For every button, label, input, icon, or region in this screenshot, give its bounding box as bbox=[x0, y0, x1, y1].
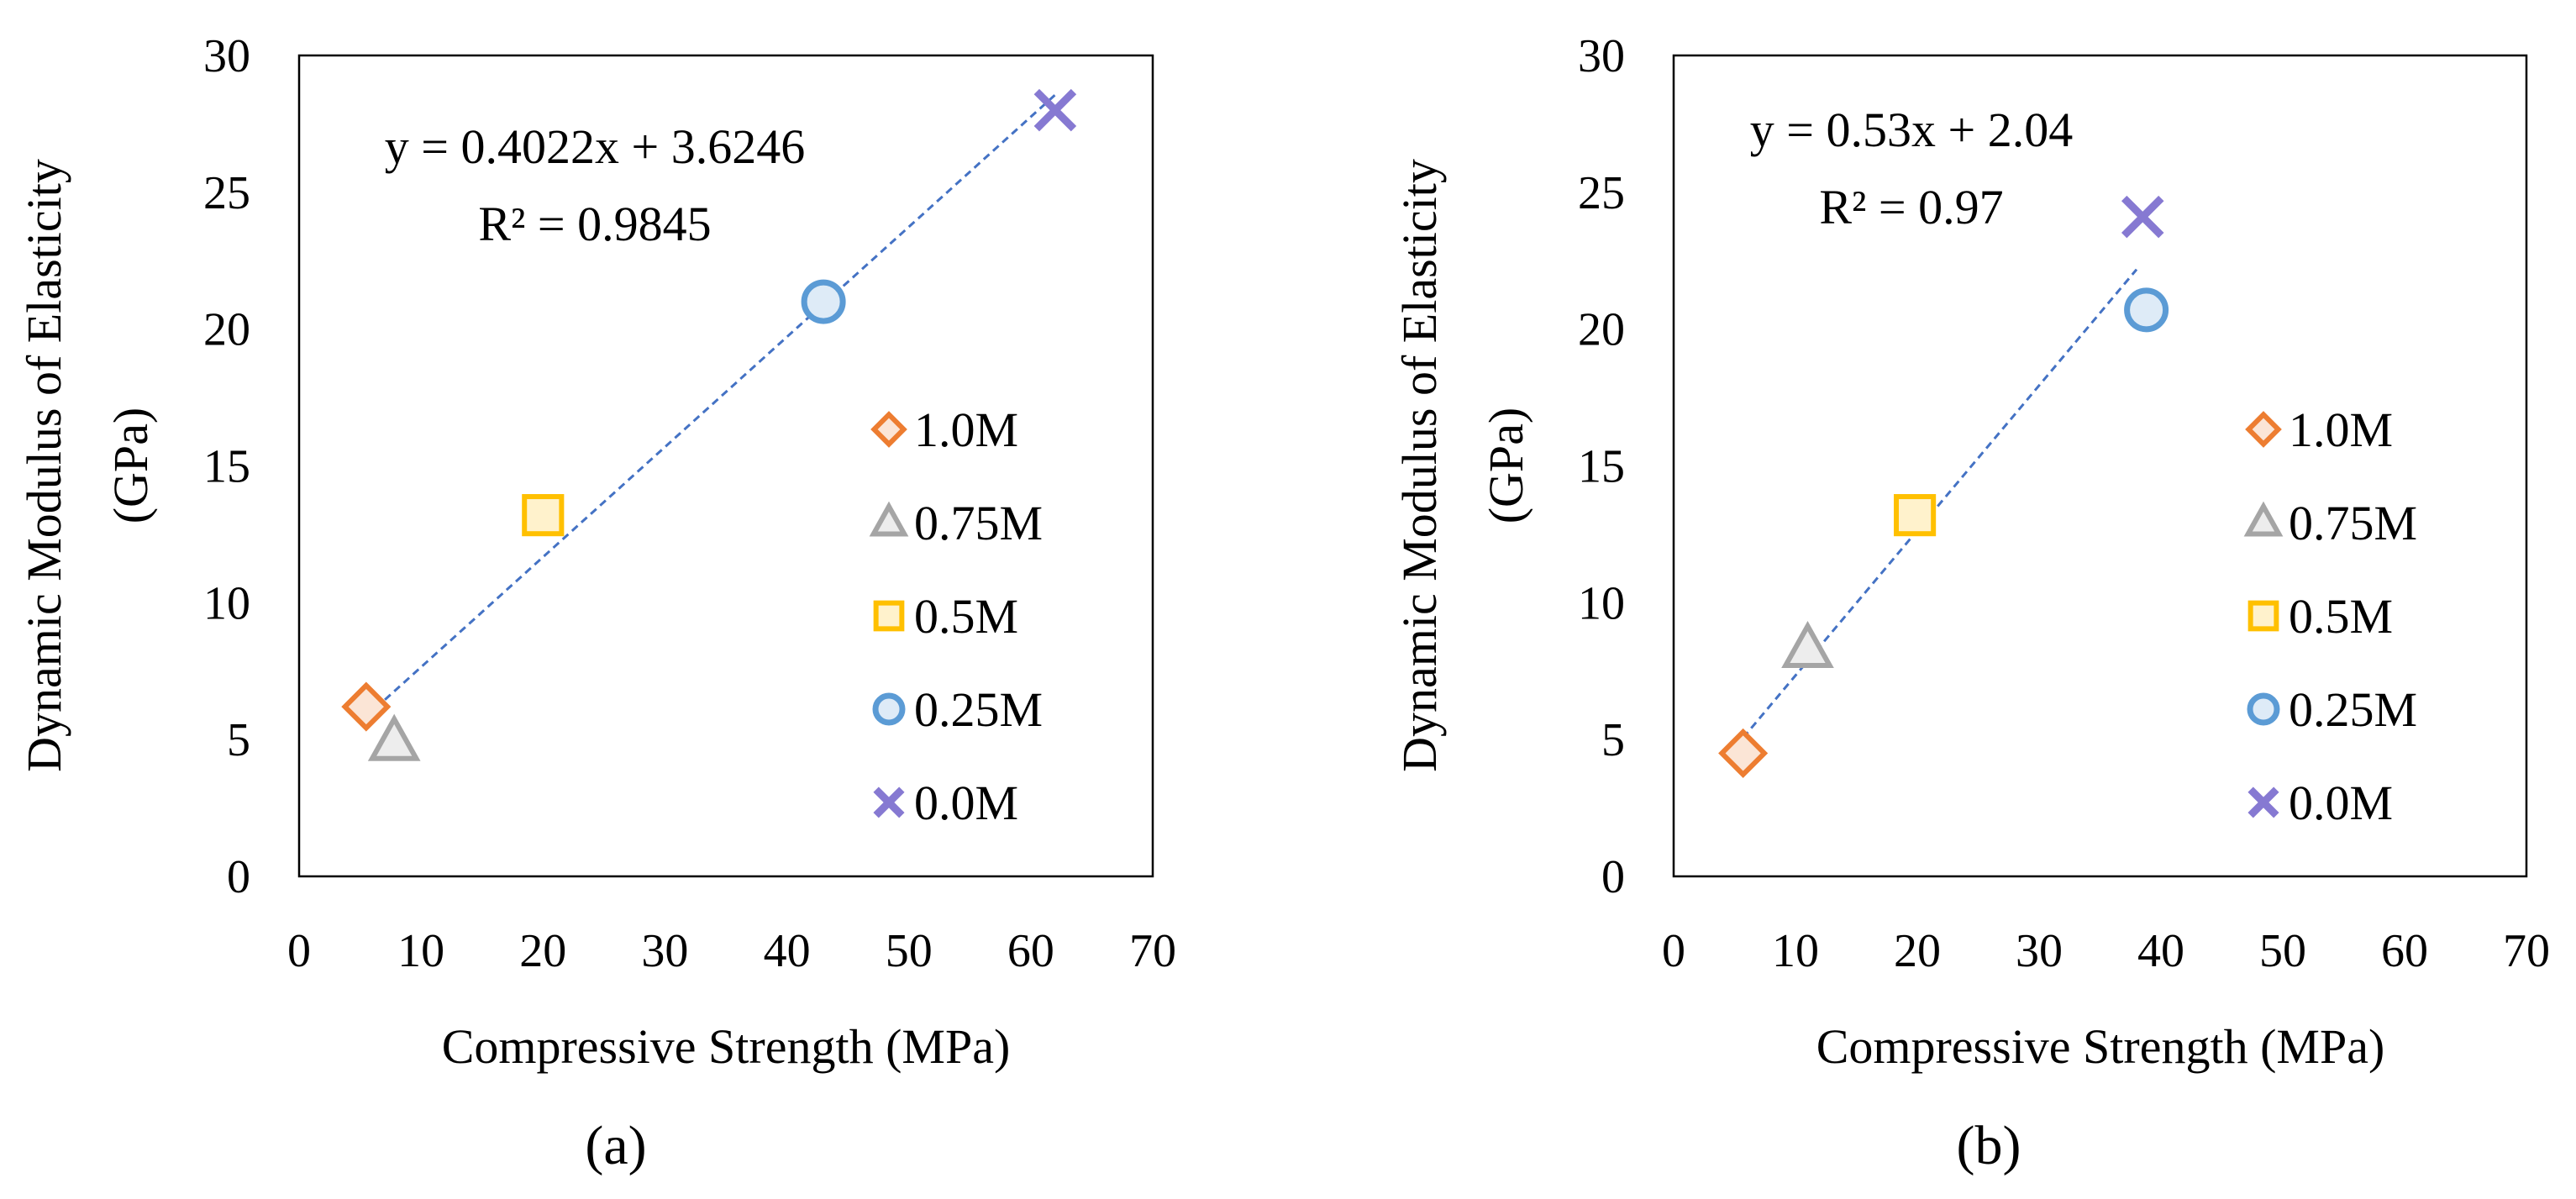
legend-label: 1.0M bbox=[2289, 402, 2393, 457]
x-tick-label: 0 bbox=[1662, 925, 1685, 977]
panel-label: (b) bbox=[1957, 1115, 2021, 1176]
data-point-0-0m bbox=[2121, 195, 2164, 239]
y-tick-label: 25 bbox=[203, 167, 250, 219]
y-tick-label: 5 bbox=[227, 714, 250, 766]
x-tick-label: 20 bbox=[519, 925, 566, 977]
r-squared-label: R² = 0.9845 bbox=[478, 197, 711, 251]
y-axis-ticks: 0 5 10 15 20 25 30 bbox=[203, 30, 250, 903]
x-tick-label: 40 bbox=[764, 925, 811, 977]
legend-label: 0.75M bbox=[2289, 496, 2417, 550]
legend-marker-1-0m bbox=[870, 411, 907, 448]
plot-area-frame bbox=[297, 54, 1154, 878]
y-tick-label: 20 bbox=[203, 304, 250, 356]
x-tick-label: 70 bbox=[1129, 925, 1176, 977]
y-tick-label: 30 bbox=[203, 30, 250, 82]
legend-label: 0.0M bbox=[914, 776, 1018, 830]
y-tick-label: 15 bbox=[203, 441, 250, 493]
x-tick-label: 20 bbox=[1894, 925, 1941, 977]
data-point-0-75m bbox=[367, 713, 421, 761]
legend-marker-0-75m bbox=[869, 501, 909, 537]
x-tick-label: 10 bbox=[1772, 925, 1819, 977]
legend-marker-0-75m bbox=[2243, 501, 2284, 537]
y-tick-label: 15 bbox=[1578, 441, 1625, 493]
data-point-0-5m bbox=[1894, 494, 1937, 537]
legend-label: 0.0M bbox=[2289, 776, 2393, 830]
legend: 1.0M 0.75M 0.5M 0.25M 0.0M bbox=[2243, 402, 2417, 830]
x-tick-label: 30 bbox=[641, 925, 688, 977]
trendline-equation: y = 0.53x + 2.04 bbox=[1750, 103, 2073, 157]
x-axis-ticks: 0 10 20 30 40 50 60 70 bbox=[287, 925, 1176, 977]
y-tick-label: 20 bbox=[1578, 304, 1625, 356]
legend-marker-0-5m bbox=[2247, 600, 2279, 632]
y-tick-label: 25 bbox=[1578, 167, 1625, 219]
trendline bbox=[365, 93, 1056, 718]
x-axis-ticks: 0 10 20 30 40 50 60 70 bbox=[1662, 925, 2550, 977]
legend-label: 0.25M bbox=[914, 682, 1043, 737]
y-axis-title-line2: (GPa) bbox=[103, 408, 158, 524]
legend-label: 0.25M bbox=[2289, 682, 2417, 737]
legend-marker-0-25m bbox=[872, 692, 906, 726]
legend-marker-1-0m bbox=[2245, 411, 2282, 448]
data-point-1-0m bbox=[341, 681, 392, 732]
y-axis-title-line1: Dynamic Modulus of Elasticity bbox=[1392, 159, 1447, 772]
y-axis-title-line1: Dynamic Modulus of Elasticity bbox=[17, 159, 71, 772]
y-tick-label: 30 bbox=[1578, 30, 1625, 82]
data-point-0-0m bbox=[1033, 88, 1077, 132]
trendline-equation: y = 0.4022x + 3.6246 bbox=[385, 119, 805, 174]
data-points bbox=[1718, 195, 2169, 778]
plot-border bbox=[297, 54, 1154, 878]
y-tick-label: 10 bbox=[1578, 577, 1625, 629]
x-tick-label: 30 bbox=[2016, 925, 2063, 977]
legend-marker-0-5m bbox=[873, 600, 905, 632]
data-point-1-0m bbox=[1718, 728, 1769, 778]
legend-label: 1.0M bbox=[914, 402, 1018, 457]
x-tick-label: 0 bbox=[287, 925, 311, 977]
x-tick-label: 60 bbox=[1007, 925, 1054, 977]
plot-area-frame bbox=[1672, 54, 2528, 878]
data-point-0-75m bbox=[1781, 620, 1834, 669]
y-axis-ticks: 0 5 10 15 20 25 30 bbox=[1578, 30, 1625, 903]
x-tick-label: 50 bbox=[2259, 925, 2306, 977]
legend-marker-0-25m bbox=[2247, 692, 2280, 726]
x-axis-title: Compressive Strength (MPa) bbox=[442, 1019, 1011, 1074]
x-tick-label: 70 bbox=[2503, 925, 2550, 977]
x-tick-label: 10 bbox=[397, 925, 444, 977]
y-axis-title-line2: (GPa) bbox=[1479, 408, 1533, 524]
x-tick-label: 50 bbox=[886, 925, 933, 977]
chart-panel-b: 0 5 10 15 20 25 30 0 10 20 30 40 50 60 70 1.0M 0.75M 0.… bbox=[1392, 30, 2550, 1176]
r-squared-label: R² = 0.97 bbox=[1819, 180, 2003, 234]
y-tick-label: 0 bbox=[1601, 851, 1625, 903]
legend-marker-0-0m bbox=[2247, 786, 2279, 818]
data-point-0-25m bbox=[801, 279, 846, 324]
x-tick-label: 60 bbox=[2381, 925, 2428, 977]
x-axis-title: Compressive Strength (MPa) bbox=[1816, 1019, 2385, 1074]
data-point-0-25m bbox=[2124, 287, 2169, 333]
data-point-0-5m bbox=[522, 494, 565, 537]
x-tick-label: 40 bbox=[2137, 925, 2184, 977]
panel-label: (a) bbox=[585, 1115, 646, 1176]
y-tick-label: 0 bbox=[227, 851, 250, 903]
plot-border bbox=[1672, 54, 2528, 878]
legend-marker-0-0m bbox=[873, 786, 905, 818]
legend: 1.0M 0.75M 0.5M 0.25M 0.0M bbox=[869, 402, 1043, 830]
data-points bbox=[341, 88, 1077, 761]
legend-label: 0.5M bbox=[914, 589, 1018, 644]
legend-label: 0.75M bbox=[914, 496, 1043, 550]
chart-panel-a: 0 5 10 15 20 25 30 0 10 20 30 40 50 60 70 1.0M 0.75M 0.… bbox=[17, 30, 1176, 1176]
y-tick-label: 5 bbox=[1601, 714, 1625, 766]
legend-label: 0.5M bbox=[2289, 589, 2393, 644]
y-tick-label: 10 bbox=[203, 577, 250, 629]
